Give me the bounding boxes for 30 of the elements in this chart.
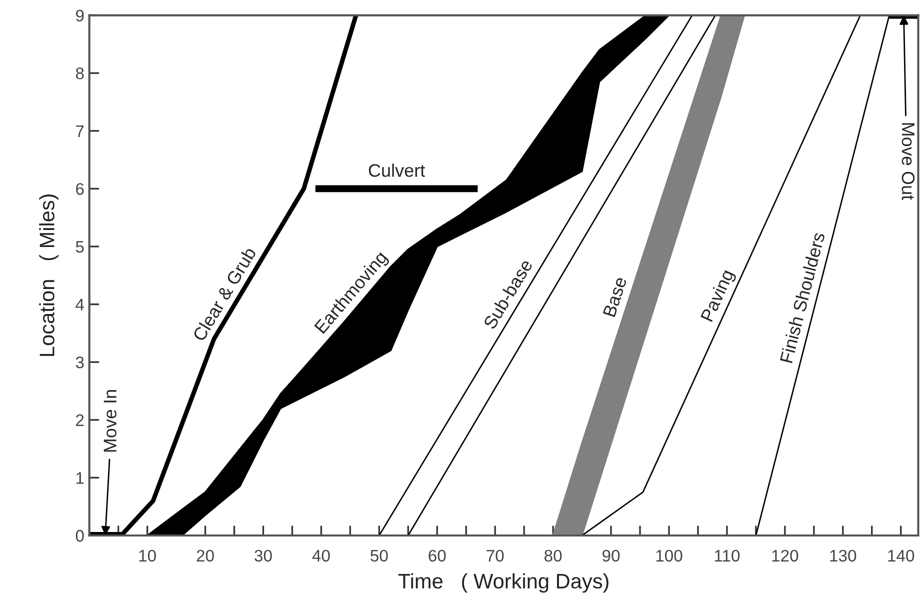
x-tick-label: 80 (544, 550, 562, 562)
y-tick-label: 7 (76, 125, 84, 137)
x-tick-label: 20 (196, 550, 214, 562)
y-tick-label: 8 (76, 68, 84, 80)
x-tick-label: 120 (772, 550, 798, 562)
y-tick-label: 9 (76, 10, 84, 22)
x-tick-label: 90 (602, 550, 620, 562)
x-tick-label: 100 (656, 550, 682, 562)
x-tick-label: 50 (370, 550, 388, 562)
y-axis-title: Location ( Miles) (39, 194, 59, 356)
x-axis-title: Time ( Working Days) (398, 573, 608, 593)
y-tick-label: 1 (76, 472, 84, 484)
text: Move In (104, 390, 116, 452)
x-tick-label: 130 (830, 550, 856, 562)
x-tick-label: 140 (888, 550, 914, 562)
y-tick-label: 4 (76, 298, 84, 310)
y-tick-label: 2 (76, 414, 84, 426)
x-tick-label: 110 (714, 550, 740, 562)
x-tick-label: 60 (428, 550, 446, 562)
y-tick-label: 5 (76, 241, 84, 253)
x-tick-label: 70 (486, 550, 504, 562)
y-tick-label: 3 (76, 356, 84, 368)
x-tick-label: 40 (312, 550, 330, 562)
y-tick-label: 0 (76, 530, 84, 542)
text: Move Out (902, 123, 915, 200)
x-tick-label: 10 (139, 550, 156, 562)
y-tick-label: 6 (76, 183, 84, 195)
text: Base (602, 276, 627, 318)
series-label: Culvert (368, 164, 426, 177)
x-tick-label: 30 (254, 550, 272, 562)
